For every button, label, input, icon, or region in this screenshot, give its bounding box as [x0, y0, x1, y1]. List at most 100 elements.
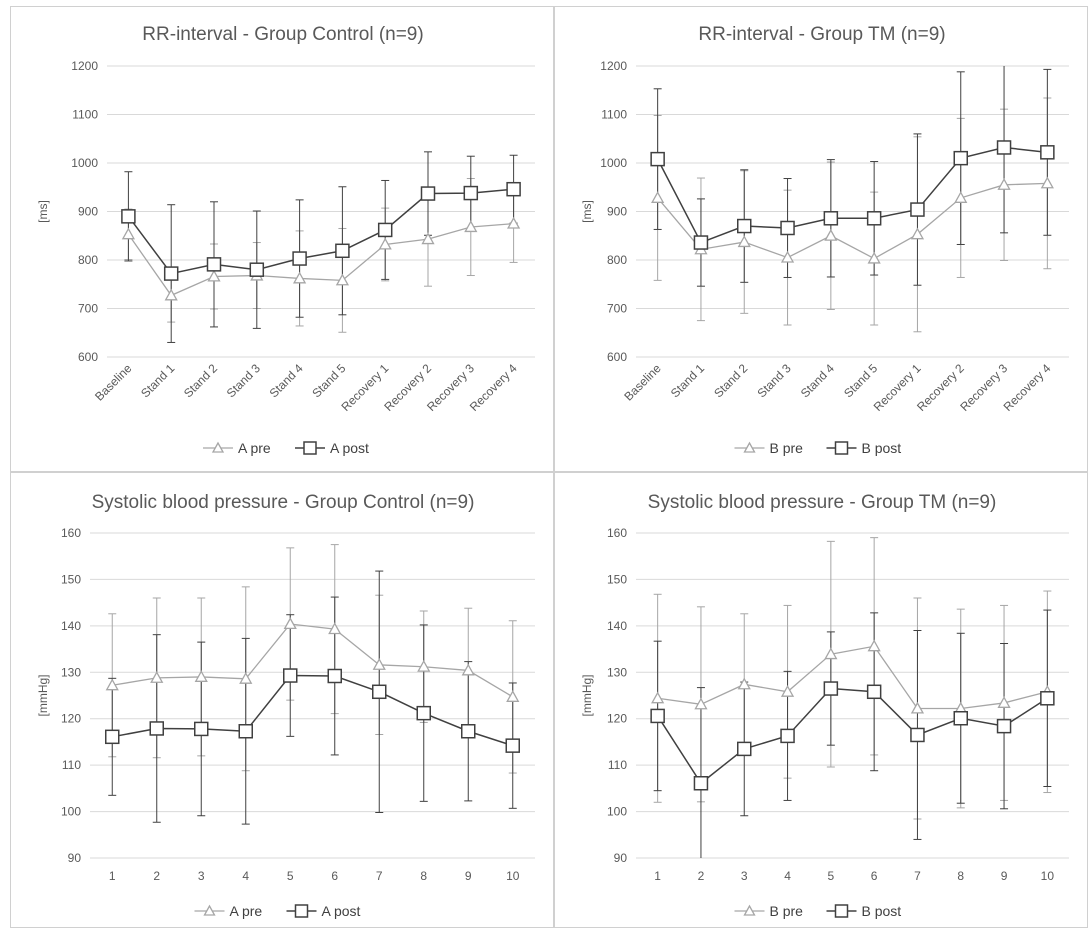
x-tick-label: 3: [741, 869, 748, 883]
data-point: [651, 691, 665, 704]
y-tick-label: 120: [61, 712, 81, 726]
series-line: [112, 674, 513, 747]
x-tick-label: 2: [698, 869, 705, 883]
legend: A pre A post: [203, 440, 369, 456]
data-point: [335, 273, 350, 286]
x-tick-label: Baseline: [92, 361, 135, 404]
legend: B pre B post: [734, 440, 901, 456]
y-tick-label: 800: [607, 253, 627, 267]
chart-title: RR-interval - Group TM (n=9): [698, 24, 945, 45]
y-tick-label: 130: [61, 665, 81, 679]
legend-marker: [834, 441, 849, 455]
data-point: [954, 191, 968, 203]
data-point: [464, 220, 478, 233]
x-tick-label: 8: [420, 869, 427, 883]
x-tick-label: Stand 3: [224, 361, 263, 400]
y-tick-label: 160: [61, 526, 81, 540]
y-tick-label: 900: [607, 205, 627, 219]
data-point: [867, 251, 881, 264]
legend-marker: [294, 904, 309, 918]
data-point: [953, 711, 968, 726]
x-tick-label: Recovery 4: [467, 361, 520, 414]
data-point: [996, 140, 1012, 155]
y-tick-label: 900: [78, 205, 98, 219]
x-tick-label: 6: [331, 869, 338, 883]
x-tick-label: 5: [287, 869, 294, 883]
legend-label: B pre: [770, 903, 804, 919]
chart-svg: Systolic blood pressure - Group TM (n=9)…: [580, 492, 1069, 919]
x-tick-label: Stand 1: [668, 361, 707, 400]
x-tick-label: Stand 3: [755, 361, 794, 400]
data-point: [737, 677, 751, 690]
legend-label: A pre: [230, 903, 263, 919]
y-tick-label: 90: [68, 851, 82, 865]
data-point: [249, 262, 265, 277]
x-tick-label: 4: [784, 869, 791, 883]
chart-panel-rr-tm: RR-interval - Group TM (n=9) 600 700 800 900…: [554, 6, 1088, 472]
data-point: [910, 701, 925, 714]
y-axis-label: [ms]: [36, 200, 50, 223]
data-point: [997, 696, 1011, 708]
data-point: [650, 708, 665, 724]
legend-marker: [834, 904, 849, 918]
legend-label: B pre: [770, 440, 804, 456]
y-tick-label: 800: [78, 253, 98, 267]
y-axis-label: [mmHg]: [36, 675, 50, 717]
data-point: [1040, 145, 1055, 160]
x-tick-label: Baseline: [621, 361, 664, 404]
y-tick-label: 1100: [72, 108, 98, 122]
data-point: [463, 185, 479, 201]
y-tick-label: 1000: [600, 156, 627, 170]
y-tick-label: 100: [607, 805, 627, 819]
x-tick-label: 6: [871, 869, 878, 883]
x-tick-label: Stand 4: [798, 361, 837, 400]
data-point: [421, 232, 435, 245]
x-tick-label: 7: [376, 869, 383, 883]
y-tick-label: 600: [78, 350, 98, 364]
data-point: [420, 186, 436, 201]
data-point: [953, 150, 968, 166]
x-tick-label: Stand 1: [138, 361, 177, 400]
data-point: [866, 684, 882, 700]
x-tick-label: Stand 4: [267, 361, 306, 400]
data-point: [105, 678, 119, 691]
data-point: [506, 181, 521, 197]
data-point: [206, 257, 222, 272]
data-point: [823, 211, 839, 226]
x-tick-label: 10: [506, 869, 520, 883]
y-tick-label: 150: [607, 572, 627, 586]
data-point: [506, 690, 520, 702]
data-point: [372, 658, 386, 670]
y-tick-label: 150: [61, 572, 81, 586]
x-tick-label: 3: [198, 869, 205, 883]
legend-label: A pre: [238, 440, 271, 456]
data-point: [780, 250, 795, 263]
y-tick-label: 700: [78, 302, 98, 316]
data-point: [328, 622, 342, 635]
legend-marker: [211, 441, 225, 453]
y-tick-label: 1100: [601, 108, 627, 122]
x-tick-label: 8: [957, 869, 964, 883]
legend-marker: [743, 441, 756, 453]
data-point: [506, 216, 521, 229]
legend: A pre A post: [194, 903, 361, 919]
y-tick-label: 1200: [71, 59, 98, 73]
chart-panel-sbp-control: Systolic blood pressure - Group Control …: [10, 472, 554, 928]
data-point: [377, 222, 393, 238]
data-point: [910, 227, 925, 240]
series-line: [657, 645, 1048, 710]
data-point: [207, 269, 221, 282]
data-point: [824, 647, 838, 660]
series-line: [656, 146, 1048, 244]
series-line: [657, 182, 1048, 260]
data-point: [292, 271, 307, 284]
series-line: [112, 623, 514, 698]
data-point: [694, 697, 708, 710]
data-point: [867, 639, 881, 652]
data-point: [996, 718, 1012, 734]
y-tick-label: 140: [607, 619, 627, 633]
data-point: [194, 670, 208, 682]
y-tick-label: 130: [607, 665, 627, 679]
data-point: [910, 727, 925, 743]
